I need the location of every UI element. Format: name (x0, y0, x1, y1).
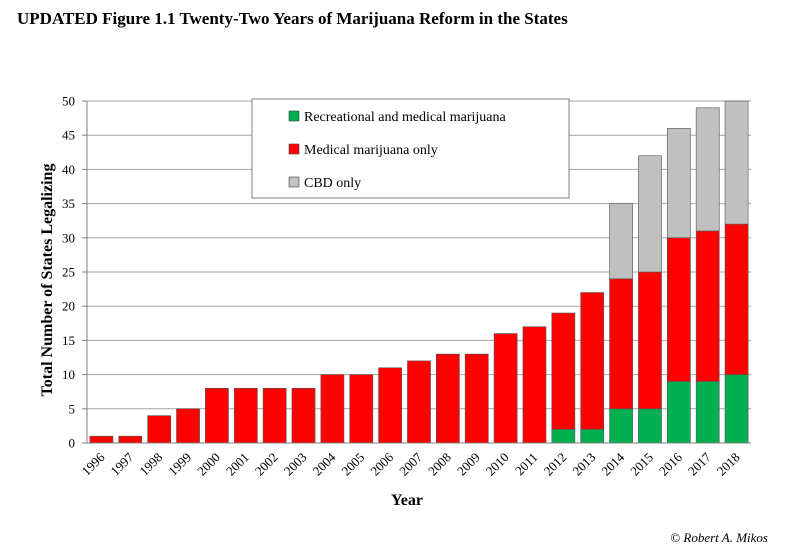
y-tick-label: 40 (62, 162, 75, 177)
bars (89, 100, 749, 444)
bar-segment-medical-2016 (666, 237, 691, 382)
x-tick-label: 2002 (252, 450, 281, 479)
x-tick-label: 2015 (627, 450, 656, 479)
x-tick-label: 2006 (367, 449, 396, 478)
bar-segment-recreational-2018 (724, 374, 749, 444)
figure-title: UPDATED Figure 1.1 Twenty-Two Years of M… (17, 9, 568, 28)
x-tick-label: 2001 (223, 450, 252, 479)
x-tick-label: 2005 (338, 450, 367, 479)
x-tick-label: 2014 (598, 449, 627, 478)
bar-segment-cbd-2018 (724, 100, 749, 225)
x-tick-label: 2009 (454, 450, 483, 479)
bar-segment-medical-1998 (147, 415, 172, 444)
bar-segment-recreational-2012 (551, 429, 576, 444)
bar-segment-medical-2001 (233, 387, 258, 444)
bar-segment-medical-2005 (349, 374, 374, 444)
bar-segment-medical-1999 (176, 408, 200, 444)
x-tick-label: 2003 (281, 450, 310, 479)
legend-swatch-medical (288, 143, 300, 155)
bar-segment-cbd-2014 (609, 203, 633, 280)
x-tick-label: 2008 (425, 450, 454, 479)
bar-segment-medical-2018 (724, 223, 749, 375)
bar-segment-medical-2002 (262, 387, 287, 444)
y-axis-title: Total Number of States Legalizing (39, 164, 56, 397)
x-tick-label: 1997 (107, 449, 136, 478)
bar-segment-medical-2017 (695, 230, 720, 382)
y-tick-label: 10 (62, 367, 75, 382)
bar-segment-medical-2009 (464, 353, 489, 444)
bar-segment-medical-1996 (89, 435, 114, 444)
x-tick-label: 1998 (136, 450, 165, 479)
y-tick-label: 25 (62, 265, 75, 280)
bar-segment-recreational-2015 (638, 408, 662, 444)
x-tick-label: 2000 (194, 450, 223, 479)
bar-segment-medical-2008 (436, 353, 460, 444)
y-tick-label: 35 (62, 196, 75, 211)
bar-segment-medical-2006 (378, 367, 402, 444)
bar-segment-medical-2003 (291, 387, 316, 444)
x-tick-label: 2017 (685, 449, 714, 478)
legend-swatch-cbd (288, 176, 300, 188)
x-tick-label: 2007 (396, 449, 425, 478)
bar-segment-medical-2014 (609, 278, 633, 410)
y-tick-label: 0 (69, 436, 76, 451)
x-tick-label: 2011 (512, 450, 541, 479)
bar-segment-recreational-2014 (609, 408, 633, 444)
bar-segment-medical-2007 (407, 360, 431, 444)
x-axis-title: Year (391, 492, 423, 509)
x-tick-label: 2012 (540, 450, 569, 479)
y-tick-label: 30 (62, 230, 75, 245)
x-tick-label: 1999 (165, 450, 194, 479)
bar-segment-recreational-2016 (666, 381, 691, 444)
legend-label-cbd: CBD only (304, 176, 361, 191)
bar-segment-cbd-2017 (695, 107, 720, 232)
bar-segment-medical-2011 (522, 326, 547, 444)
legend-label-medical: Medical marijuana only (304, 143, 438, 158)
bar-segment-recreational-2017 (695, 381, 720, 444)
x-tick-label: 1996 (79, 449, 108, 478)
bar-segment-medical-2012 (551, 312, 576, 430)
x-tick-label: 2018 (714, 450, 743, 479)
y-tick-label: 15 (62, 333, 75, 348)
y-tick-label: 5 (69, 401, 76, 416)
legend-swatch-recreational (288, 110, 300, 122)
bar-segment-medical-2010 (493, 333, 518, 444)
y-tick-label: 45 (62, 128, 75, 143)
x-tick-label: 2010 (483, 450, 512, 479)
x-tick-label: 2016 (656, 449, 685, 478)
y-tick-label: 20 (62, 299, 75, 314)
bar-segment-medical-1997 (118, 435, 143, 444)
bar-segment-cbd-2016 (666, 128, 691, 239)
x-tick-label: 2004 (310, 449, 339, 478)
legend-label-recreational: Recreational and medical marijuana (304, 110, 507, 125)
x-tick-label: 2013 (569, 450, 598, 479)
bar-segment-medical-2015 (638, 271, 662, 410)
bar-segment-medical-2004 (320, 374, 345, 444)
copyright-credit: © Robert A. Mikos (670, 530, 768, 545)
legend: Recreational and medical marijuana Medica… (251, 98, 570, 199)
bar-segment-medical-2013 (580, 292, 605, 430)
bar-segment-recreational-2013 (580, 429, 605, 444)
bar-segment-medical-2000 (205, 387, 229, 444)
y-tick-label: 50 (62, 94, 75, 109)
legend-box (251, 98, 570, 199)
bar-segment-cbd-2015 (638, 155, 662, 273)
